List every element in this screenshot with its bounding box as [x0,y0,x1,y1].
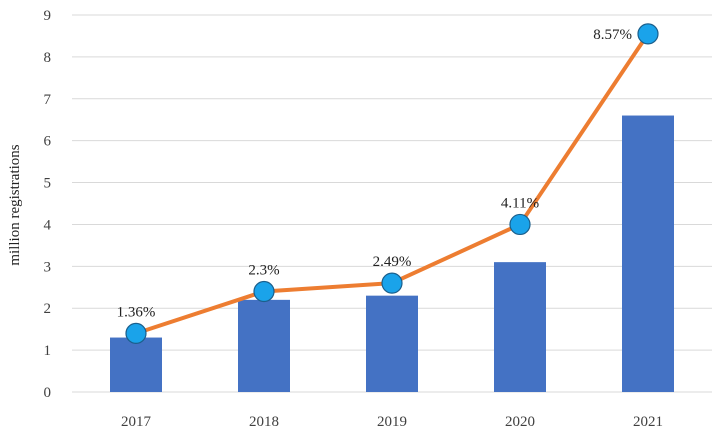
bar-2020 [494,262,546,392]
line-marker-2021 [637,23,659,45]
x-tick-label: 2021 [633,414,663,430]
line-marker-2019 [381,272,403,294]
line-marker-2017 [125,322,147,344]
y-tick-label: 1 [44,343,52,359]
x-tick-label: 2017 [121,414,152,430]
line-series [125,23,659,344]
bar-2017 [110,337,162,392]
y-tick-label: 8 [44,50,52,66]
y-axis-title: million registrations [7,144,23,265]
y-tick-label: 0 [44,385,52,401]
line-marker-2020 [509,213,531,236]
bar-2019 [366,295,418,392]
y-tick-label: 6 [44,134,52,150]
bar-2021 [622,115,674,393]
x-tick-label: 2020 [505,414,535,430]
data-label-2021: 8.57% [593,27,632,43]
y-tick-label: 7 [44,92,52,108]
data-label-2019: 2.49% [373,254,412,270]
x-axis-ticks: 2017 2018 2019 2020 2021 [121,414,663,430]
bar-series [110,115,674,393]
x-tick-label: 2018 [249,414,279,430]
data-label-2020: 4.11% [501,195,539,211]
data-labels: 1.36% 2.3% 2.49% 4.11% 8.57% [117,27,632,321]
y-tick-label: 4 [44,217,52,233]
data-label-2018: 2.3% [248,262,279,278]
y-axis-ticks: 0 1 2 3 4 5 6 7 8 9 [44,8,52,401]
data-label-2017: 1.36% [117,304,156,320]
x-tick-label: 2019 [377,414,407,430]
bar-2018 [238,299,290,392]
y-tick-label: 3 [44,259,52,275]
y-tick-label: 9 [44,8,52,24]
y-tick-label: 2 [44,301,52,317]
y-tick-label: 5 [44,176,52,192]
gridlines [72,14,712,393]
line-marker-2018 [253,280,275,303]
